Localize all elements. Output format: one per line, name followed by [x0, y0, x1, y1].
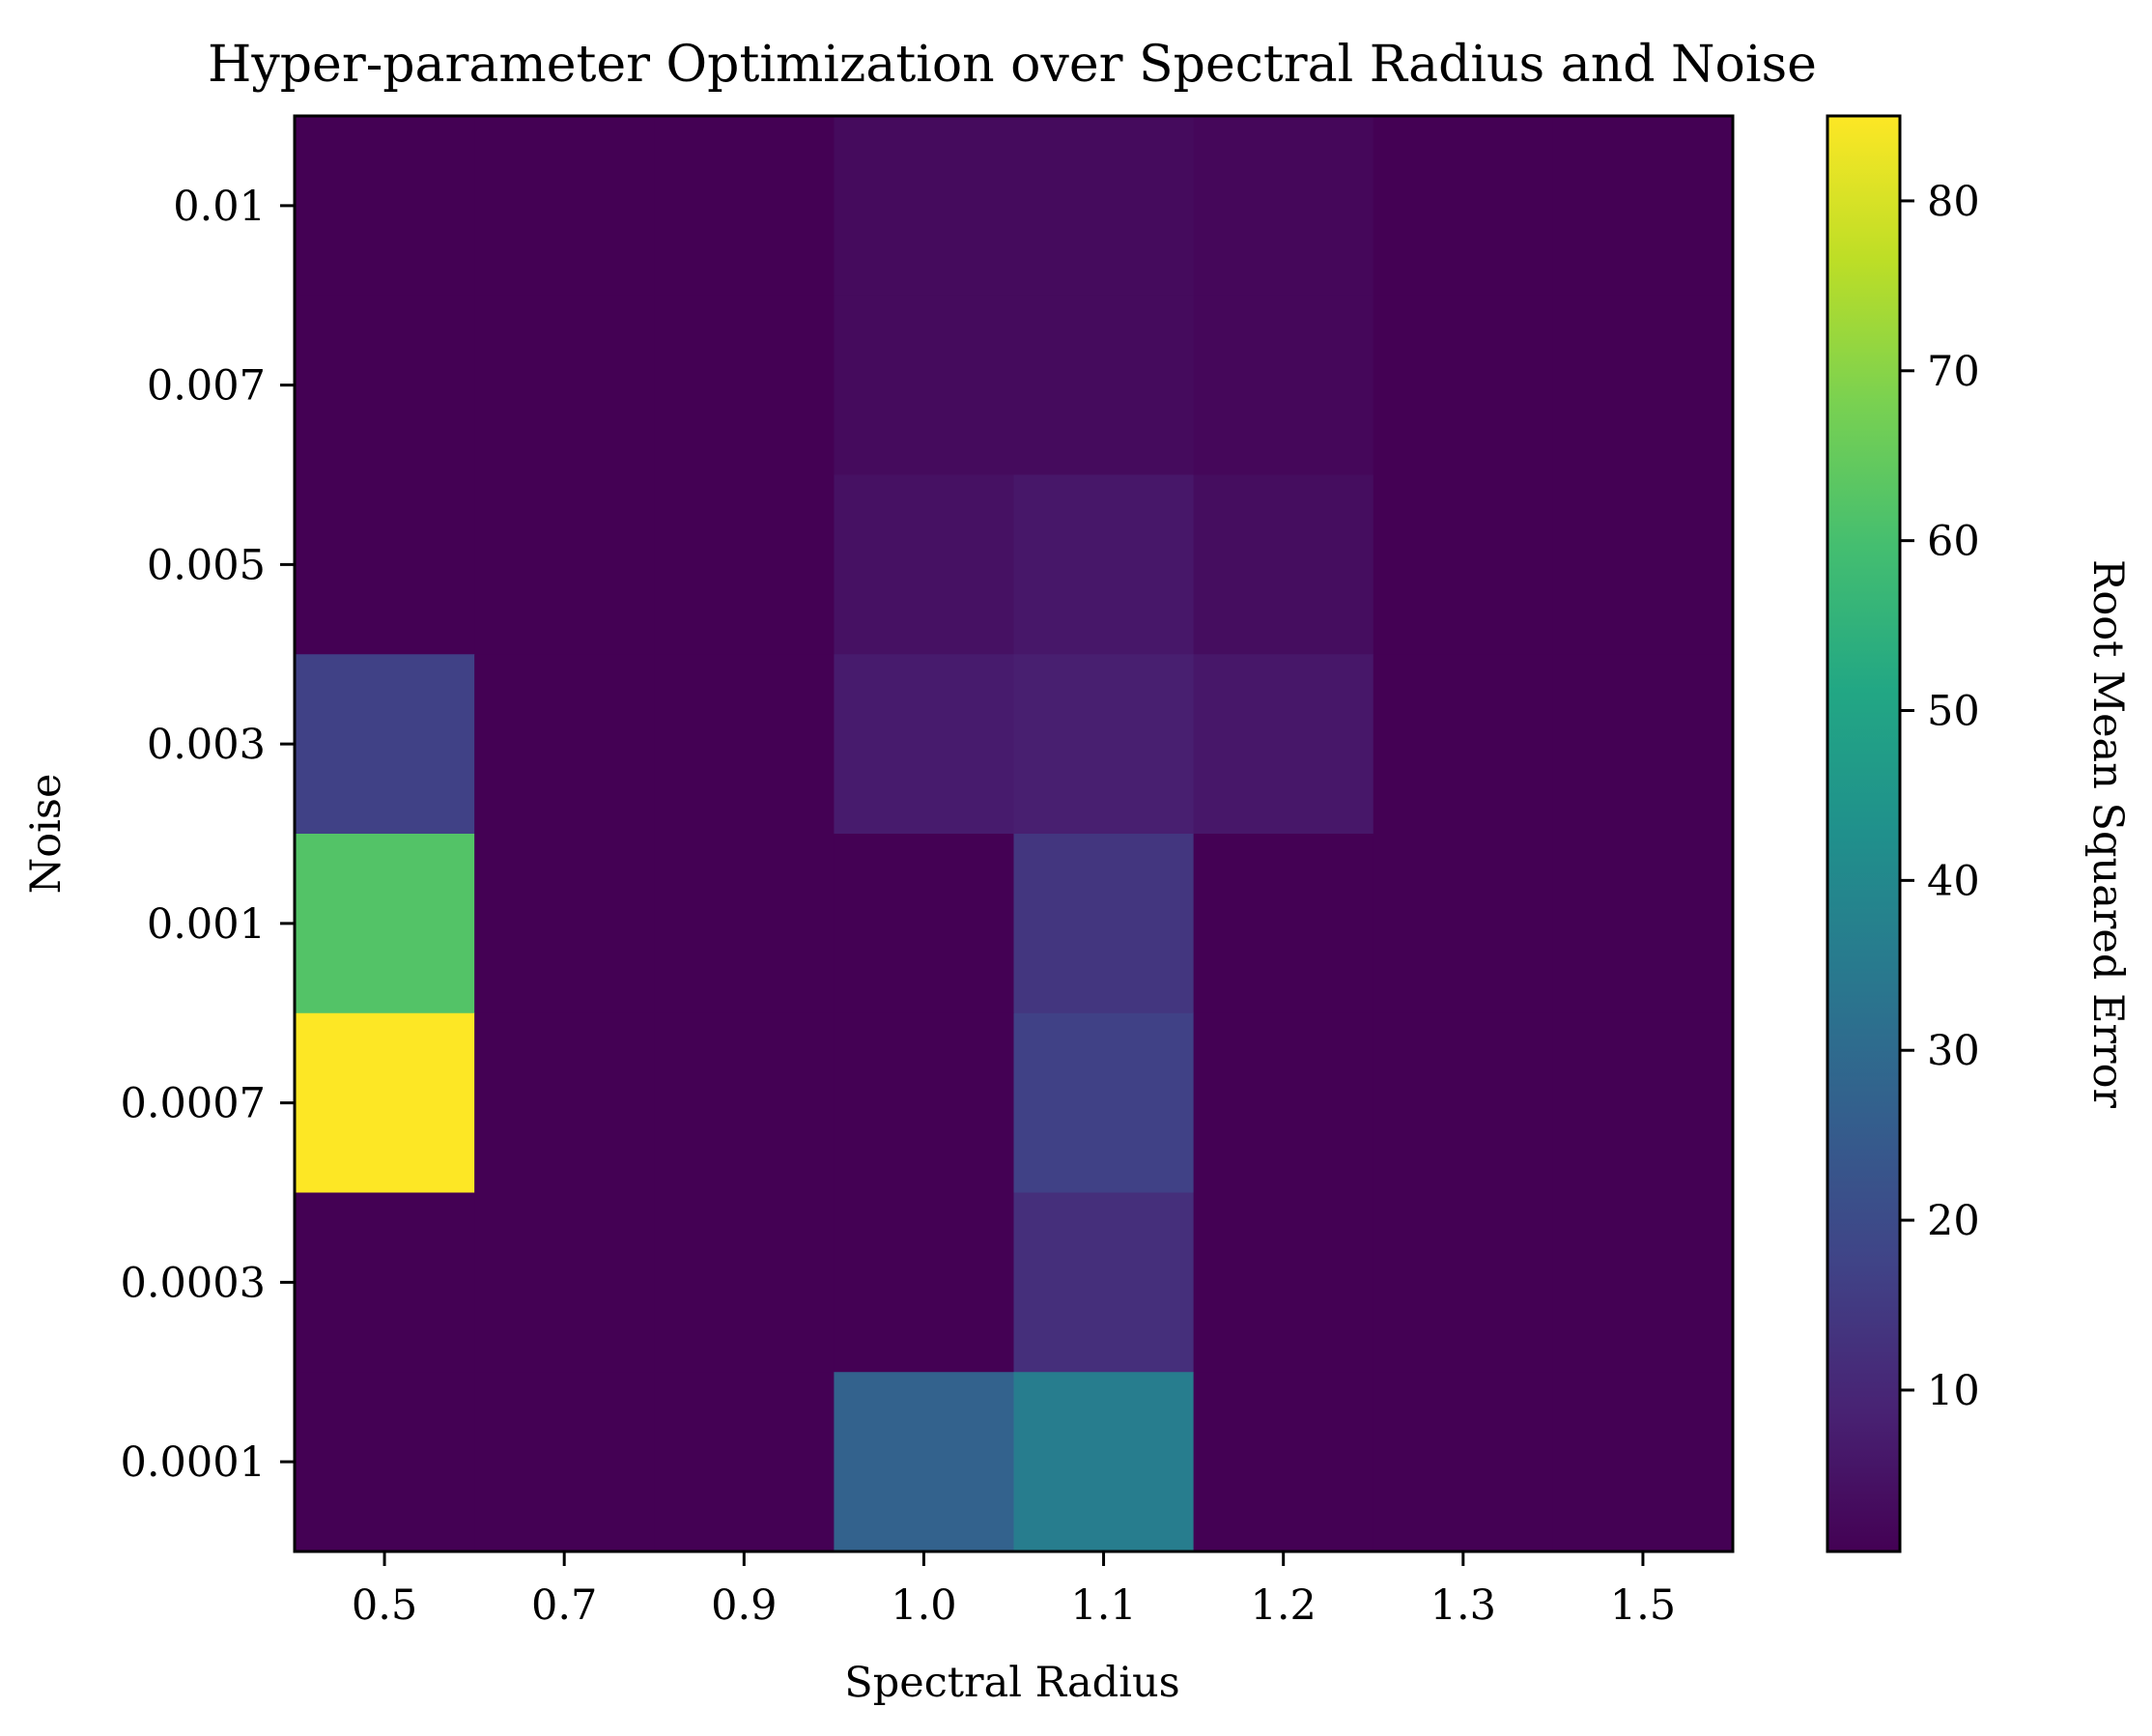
heatmap-cell	[295, 474, 475, 655]
colorbar-tick-label: 10	[1927, 1367, 1980, 1415]
y-tick-label: 0.001	[147, 900, 266, 949]
colorbar-tick-label: 60	[1927, 518, 1980, 566]
x-tick-label: 0.5	[352, 1581, 417, 1630]
heatmap-cell	[1013, 1192, 1195, 1373]
x-tick-label: 1.0	[891, 1581, 956, 1630]
x-axis-label: Spectral Radius	[844, 1659, 1179, 1707]
heatmap-cell	[474, 1372, 655, 1552]
heatmap-cell	[474, 654, 655, 835]
colorbar-tick-label: 30	[1927, 1027, 1980, 1075]
y-tick-label: 0.003	[147, 721, 266, 769]
heatmap-cell	[474, 834, 655, 1014]
heatmap-cell	[1373, 1372, 1554, 1552]
heatmap-cell	[1373, 1192, 1554, 1373]
heatmap-cell	[834, 1012, 1015, 1194]
y-axis-ticks: 0.01 0.007 0.005 0.003 0.001 0.0007 0.0003 0.00…	[121, 183, 295, 1487]
heatmap-cell	[654, 834, 835, 1014]
heatmap-cell	[474, 474, 655, 655]
heatmap-cell	[1552, 834, 1734, 1014]
heatmap-cell	[1193, 1012, 1374, 1194]
heatmap-cell	[834, 295, 1015, 476]
heatmap-cell	[295, 654, 475, 835]
heatmap-cell	[1373, 834, 1554, 1014]
heatmap-cell	[1013, 1372, 1195, 1552]
heatmap-cell	[1373, 474, 1554, 655]
heatmap-cell	[654, 654, 835, 835]
colorbar-tick-label: 50	[1927, 688, 1980, 736]
colorbar-tick-label: 20	[1927, 1197, 1980, 1245]
heatmap-cell	[1193, 116, 1374, 297]
heatmap-cell	[474, 1192, 655, 1373]
heatmap-cell	[1193, 654, 1374, 835]
heatmap-cell	[654, 295, 835, 476]
heatmap-cell	[295, 295, 475, 476]
x-tick-label: 0.7	[531, 1581, 597, 1630]
heatmap-cell	[834, 474, 1015, 655]
colorbar-ticks: 10 20 30 40 50 60 70 80	[1900, 178, 1980, 1415]
heatmap-cell	[1552, 1372, 1734, 1552]
y-tick-label: 0.007	[147, 362, 266, 411]
heatmap-cell	[1013, 834, 1195, 1014]
heatmap-cell	[834, 1372, 1015, 1552]
heatmap-cell	[1013, 654, 1195, 835]
heatmap-cell	[654, 1372, 835, 1552]
heatmap-cell	[1013, 295, 1195, 476]
chart-title: Hyper-parameter Optimization over Spectr…	[208, 36, 1817, 94]
heatmap-cell	[834, 654, 1015, 835]
heatmap-cell	[1373, 654, 1554, 835]
heatmap-cell	[834, 116, 1015, 297]
heatmap-cell	[1193, 1192, 1374, 1373]
x-tick-label: 1.2	[1250, 1581, 1316, 1630]
y-tick-label: 0.01	[173, 183, 266, 231]
heatmap-cell	[1193, 834, 1374, 1014]
heatmap-cell	[1552, 1012, 1734, 1194]
x-tick-label: 1.3	[1430, 1581, 1496, 1630]
heatmap-cell	[1552, 116, 1734, 297]
heatmap-cell	[654, 1192, 835, 1373]
heatmap-cell	[474, 116, 655, 297]
heatmap-cells	[295, 116, 1734, 1552]
heatmap-cell	[1013, 1012, 1195, 1194]
heatmap-cell	[474, 1012, 655, 1194]
plot-frame	[293, 114, 1735, 1553]
heatmap-cell	[654, 116, 835, 297]
heatmap-cell	[654, 474, 835, 655]
heatmap-cell	[1193, 295, 1374, 476]
heatmap-cell	[1373, 295, 1554, 476]
heatmap-cell	[1373, 116, 1554, 297]
heatmap-cell	[1552, 295, 1734, 476]
y-tick-label: 0.0001	[121, 1438, 266, 1487]
heatmap-cell	[1373, 1012, 1554, 1194]
heatmap-cell	[834, 1192, 1015, 1373]
heatmap-cell	[1552, 1192, 1734, 1373]
x-tick-label: 1.1	[1070, 1581, 1136, 1630]
heatmap-cell	[834, 834, 1015, 1014]
x-axis-ticks: 0.5 0.7 0.9 1.0 1.1 1.2 1.3 1.5	[352, 1551, 1676, 1630]
heatmap-cell	[1193, 474, 1374, 655]
y-tick-label: 0.005	[147, 541, 266, 589]
x-tick-label: 1.5	[1610, 1581, 1676, 1630]
heatmap-cell	[1013, 116, 1195, 297]
heatmap-cell	[1552, 474, 1734, 655]
x-tick-label: 0.9	[711, 1581, 777, 1630]
heatmap-cell	[1013, 474, 1195, 655]
heatmap-cell	[474, 295, 655, 476]
heatmap-cell	[295, 116, 475, 297]
y-tick-label: 0.0007	[121, 1080, 266, 1128]
heatmap-cell	[1193, 1372, 1374, 1552]
colorbar	[1826, 114, 1902, 1553]
heatmap-cell	[295, 834, 475, 1014]
heatmap-cell	[654, 1012, 835, 1194]
y-axis-label: Noise	[22, 774, 71, 895]
colorbar-tick-label: 70	[1927, 348, 1980, 396]
colorbar-label: Root Mean Squared Error	[2083, 559, 2132, 1108]
heatmap-cell	[295, 1192, 475, 1373]
heatmap-cell	[1552, 654, 1734, 835]
colorbar-tick-label: 80	[1927, 178, 1980, 226]
heatmap-cell	[295, 1012, 475, 1194]
colorbar-tick-label: 40	[1927, 857, 1980, 905]
heatmap-cell	[295, 1372, 475, 1552]
y-tick-label: 0.0003	[121, 1259, 266, 1307]
